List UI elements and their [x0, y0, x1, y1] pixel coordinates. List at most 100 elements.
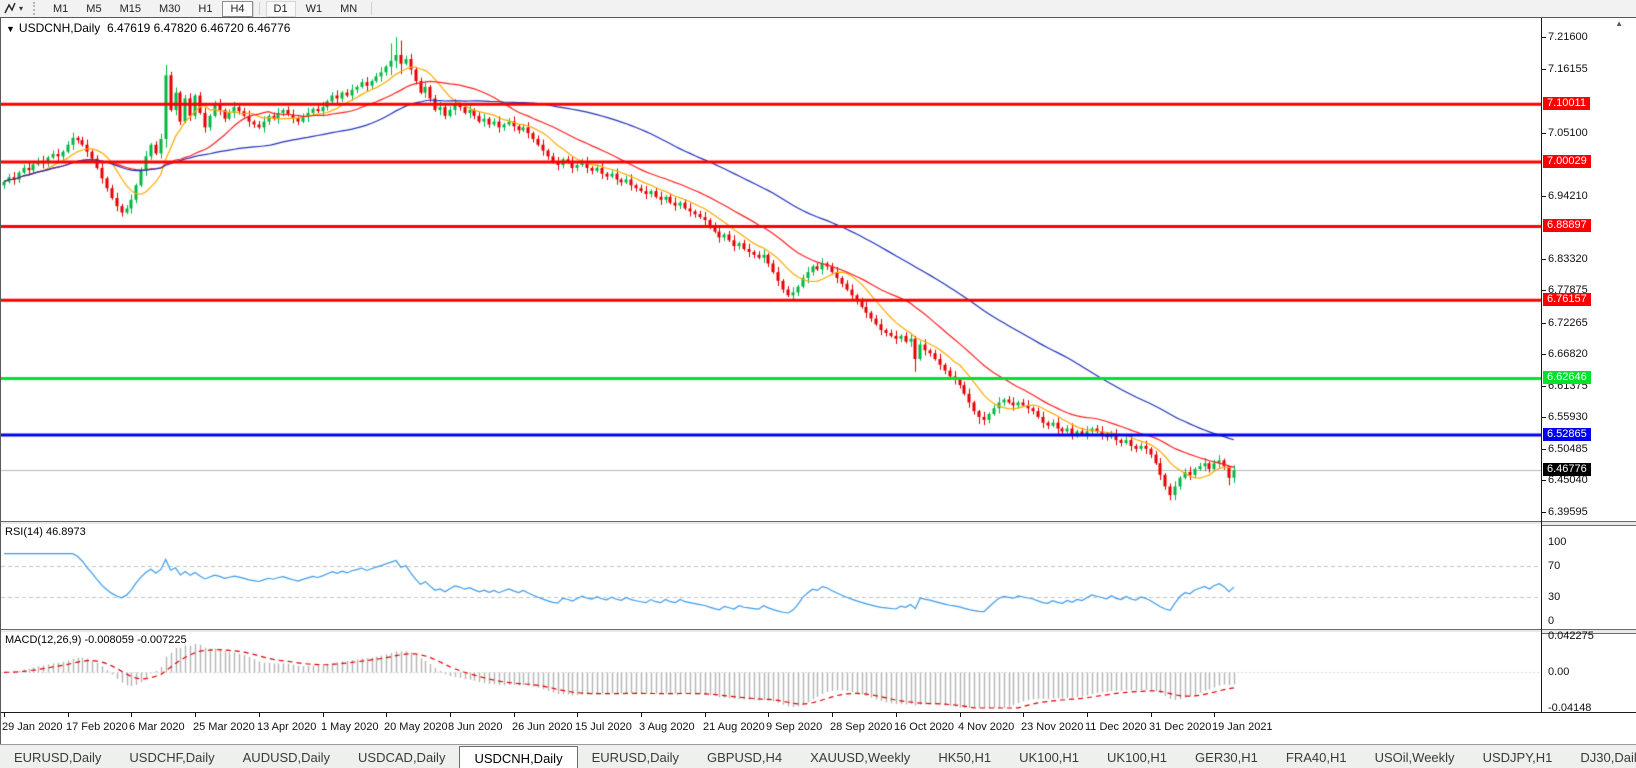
- rsi-panel-canvas[interactable]: [1, 524, 1541, 629]
- chart-tab-usoil-weekly[interactable]: USOil,Weekly: [1374, 749, 1455, 765]
- timeframe-button-d1[interactable]: D1: [265, 0, 296, 17]
- rsi-axis-label: 0: [1548, 615, 1555, 627]
- chart-tab-usdchf-daily[interactable]: USDCHF,Daily: [129, 749, 215, 765]
- price-tick-mark: [1542, 37, 1546, 38]
- date-tick-label: 6 Mar 2020: [129, 721, 185, 733]
- chart-tab-xauusd-weekly[interactable]: XAUUSD,Weekly: [810, 749, 911, 765]
- macd-axis-label: 0.042275: [1548, 630, 1594, 642]
- price-tick-mark: [1542, 196, 1546, 197]
- timeframe-button-h4[interactable]: H4: [222, 0, 253, 17]
- price-tick-label: 6.72265: [1548, 317, 1588, 329]
- chart-tab-usdjpy-h1[interactable]: USDJPY,H1: [1482, 749, 1553, 765]
- chart-tab-uk100-h1[interactable]: UK100,H1: [1107, 749, 1168, 765]
- date-tick-label: 20 May 2020: [384, 721, 448, 733]
- date-tick-mark: [832, 713, 833, 717]
- price-tick-label: 6.83320: [1548, 253, 1588, 265]
- chart-tab-eurusd-daily[interactable]: EURUSD,Daily: [591, 749, 679, 765]
- date-tick-mark: [386, 713, 387, 717]
- chart-symbol: USDCNH,Daily: [18, 21, 101, 35]
- date-tick-label: 23 Nov 2020: [1021, 721, 1084, 733]
- rsi-axis-label: 30: [1548, 591, 1561, 603]
- chart-tab-uk100-h1[interactable]: UK100,H1: [1019, 749, 1080, 765]
- chart-ohlc-values: 6.47619 6.47820 6.46720 6.46776: [106, 21, 291, 35]
- date-tick-label: 26 Jun 2020: [512, 721, 573, 733]
- timeframe-button-mn[interactable]: MN: [340, 2, 358, 15]
- price-tick-label: 7.16155: [1548, 63, 1588, 75]
- chart-tab-gbpusd-h4[interactable]: GBPUSD,H4: [706, 749, 783, 765]
- timeframe-button-m5[interactable]: M5: [86, 2, 102, 15]
- date-tick-mark: [960, 713, 961, 717]
- date-tick-mark: [131, 713, 132, 717]
- date-tick-label: 4 Nov 2020: [958, 721, 1015, 733]
- price-tick-label: 7.21600: [1548, 31, 1588, 43]
- date-tick-label: 28 Sep 2020: [830, 721, 893, 733]
- timeframe-button-w1[interactable]: W1: [305, 2, 323, 15]
- timeframe-button-m1[interactable]: M1: [53, 2, 69, 15]
- date-tick-mark: [1023, 713, 1024, 717]
- timeframe-button-m30[interactable]: M30: [158, 2, 181, 15]
- price-level-badge: 7.00029: [1543, 155, 1591, 168]
- price-tick-mark: [1542, 386, 1546, 387]
- date-tick-label: 17 Feb 2020: [66, 721, 128, 733]
- date-tick-label: 3 Aug 2020: [639, 721, 695, 733]
- chart-tab-fra40-h1[interactable]: FRA40,H1: [1285, 749, 1347, 765]
- date-tick-label: 15 Jul 2020: [575, 721, 632, 733]
- date-tick-label: 19 Jan 2021: [1212, 721, 1273, 733]
- date-tick-label: 13 Apr 2020: [257, 721, 317, 733]
- date-tick-mark: [514, 713, 515, 717]
- price-tick-mark: [1542, 259, 1546, 260]
- toolbar-separator: [258, 2, 260, 15]
- date-tick-mark: [768, 713, 769, 717]
- date-tick-label: 21 Aug 2020: [703, 721, 765, 733]
- date-tick-mark: [4, 713, 5, 717]
- date-tick-label: 16 Oct 2020: [894, 721, 954, 733]
- price-tick-label: 6.39595: [1548, 506, 1588, 518]
- macd-axis-label: 0.00: [1548, 666, 1570, 678]
- date-axis[interactable]: 29 Jan 2020 17 Feb 2020 6 Mar 2020 25 Mar 2…: [1, 712, 1636, 746]
- price-tick-label: 6.45040: [1548, 474, 1588, 486]
- timeframe-toolbar: ▾ M1 M5 M15 M30 H1 H4 D1 W1 MN: [0, 0, 1636, 18]
- price-tick-label: 6.50485: [1548, 443, 1588, 455]
- price-level-badge: 6.52865: [1543, 428, 1591, 441]
- price-level-badge: 6.62646: [1543, 371, 1591, 384]
- chart-tab-usdcnh-daily[interactable]: USDCNH,Daily: [459, 746, 578, 768]
- price-tick-label: 6.94210: [1548, 190, 1588, 202]
- symbol-dropdown-icon[interactable]: ▼: [6, 24, 15, 34]
- chart-tab-dj30-daily[interactable]: DJ30,Daily: [1580, 749, 1636, 765]
- chart-shift-marker-icon[interactable]: ▲: [1615, 19, 1623, 28]
- date-tick-label: 31 Dec 2020: [1149, 721, 1212, 733]
- draw-tool-icon[interactable]: [3, 2, 17, 15]
- macd-panel-canvas[interactable]: [1, 632, 1541, 712]
- timeframe-button-m15[interactable]: M15: [119, 2, 141, 15]
- price-level-badge: 6.88897: [1543, 219, 1591, 232]
- date-tick-mark: [1151, 713, 1152, 717]
- date-tick-label: 9 Sep 2020: [766, 721, 823, 733]
- price-level-badge: 6.76157: [1543, 293, 1591, 306]
- price-tick-mark: [1542, 69, 1546, 70]
- chart-tab-usdcad-daily[interactable]: USDCAD,Daily: [358, 749, 446, 765]
- date-tick-mark: [259, 713, 260, 717]
- price-tick-label: 7.05100: [1548, 127, 1588, 139]
- chart-tabbar: EURUSD,Daily USDCHF,Daily AUDUSD,Daily USDC…: [0, 744, 1636, 768]
- price-axis[interactable]: ▲ 7.21600 7.16155 7.05100 6.94210 6.83320 6.7…: [1541, 18, 1636, 745]
- timeframe-buttons: M1 M5 M15 M30 H1 H4 D1 W1 MN: [44, 0, 377, 17]
- price-level-badge: 6.46776: [1543, 463, 1591, 476]
- date-tick-mark: [323, 713, 324, 717]
- timeframe-button-h1[interactable]: H1: [198, 2, 213, 15]
- chart-tab-ger30-h1[interactable]: GER30,H1: [1195, 749, 1258, 765]
- date-tick-mark: [705, 713, 706, 717]
- chart-tab-hk50-h1[interactable]: HK50,H1: [938, 749, 992, 765]
- price-tick-mark: [1542, 354, 1546, 355]
- macd-indicator-label: MACD(12,26,9) -0.008059 -0.007225: [5, 634, 187, 646]
- rsi-indicator-label: RSI(14) 46.8973: [5, 526, 86, 538]
- price-tick-mark: [1542, 512, 1546, 513]
- chart-tab-audusd-daily[interactable]: AUDUSD,Daily: [242, 749, 331, 765]
- chart-tab-eurusd-daily[interactable]: EURUSD,Daily: [14, 749, 102, 765]
- macd-axis-label: -0.04148: [1548, 702, 1592, 714]
- price-chart-canvas[interactable]: [1, 18, 1541, 521]
- toolbar-grip[interactable]: [33, 2, 38, 15]
- date-tick-mark: [1214, 713, 1215, 717]
- dropdown-caret-icon[interactable]: ▾: [19, 4, 24, 13]
- price-level-badge: 7.10011: [1543, 97, 1590, 110]
